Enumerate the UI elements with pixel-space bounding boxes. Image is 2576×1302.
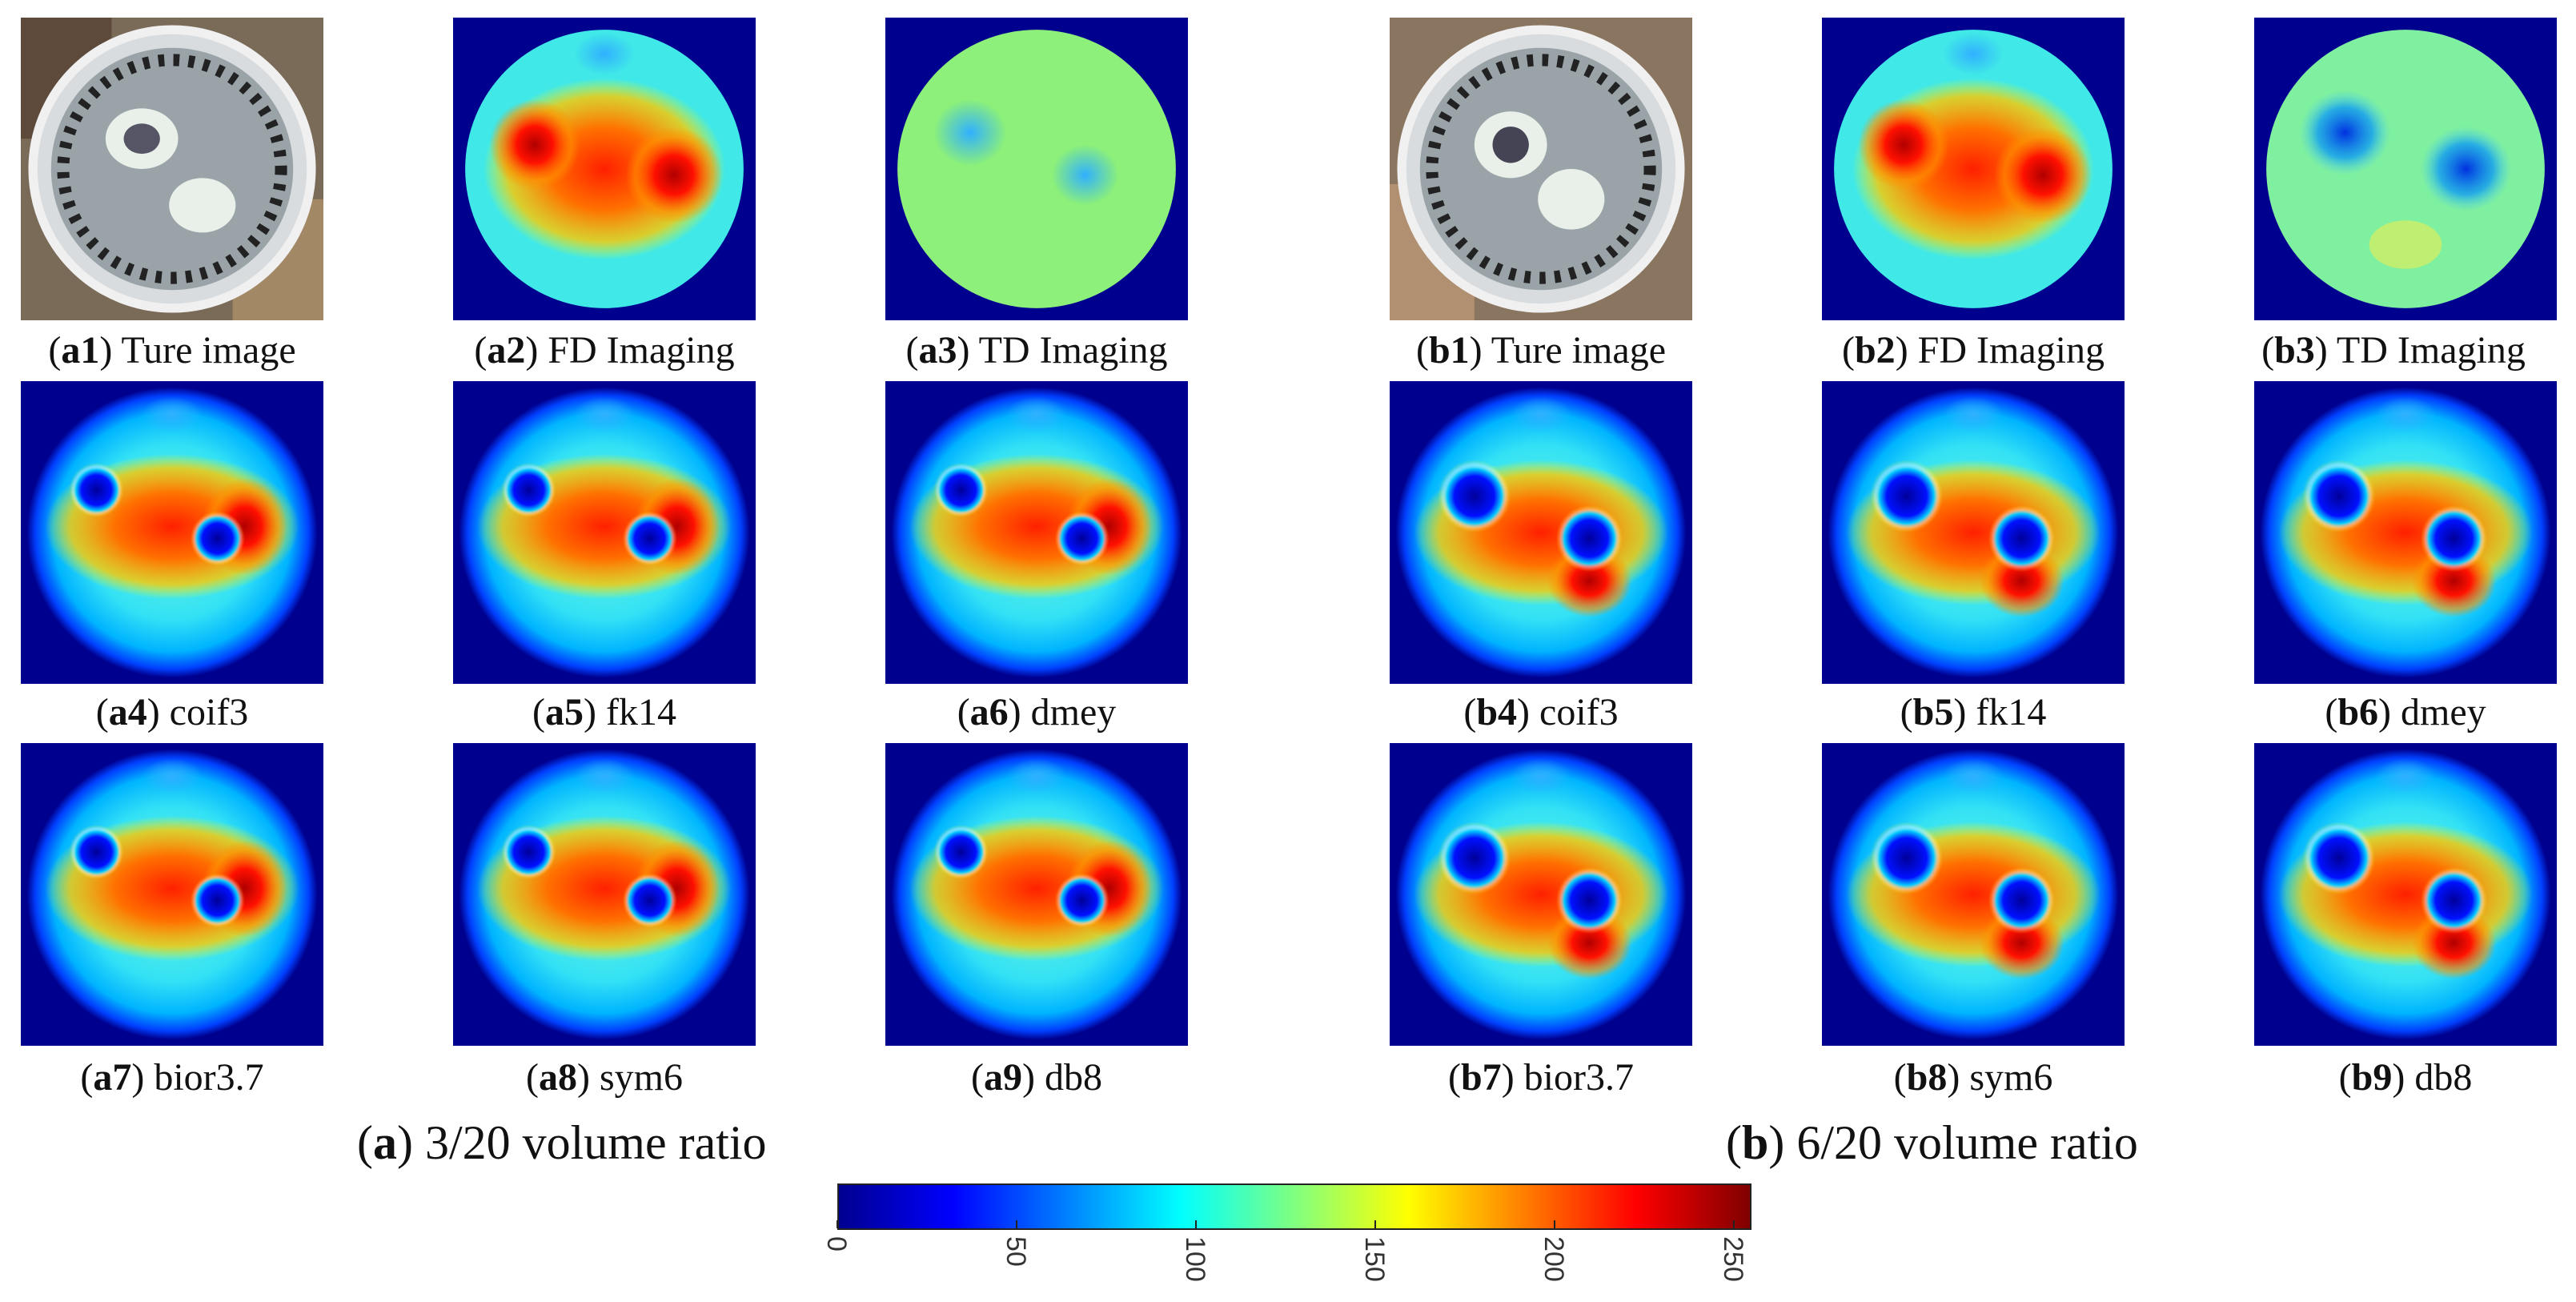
- wavelet-reconstruction-map: [1822, 381, 2125, 684]
- td-imaging-map: [885, 18, 1188, 320]
- panel-b4-coif3: [1390, 381, 1692, 684]
- caption-b9: (b9) db8: [2338, 1056, 2473, 1099]
- panel-b3-td-imaging: [2254, 18, 2557, 320]
- caption-a9: (a9) db8: [971, 1056, 1102, 1099]
- wavelet-reconstruction-map: [21, 381, 323, 684]
- caption-b3: (b3) TD Imaging: [2261, 329, 2526, 372]
- panel-a8-sym6: [453, 743, 756, 1046]
- panel-b9-db8: [2254, 743, 2557, 1046]
- panel-b5-fk14: [1822, 381, 2125, 684]
- wavelet-reconstruction-map: [453, 381, 756, 684]
- fd-imaging-map: [453, 18, 756, 320]
- colorbar-tick: [1194, 1220, 1197, 1228]
- colorbar: [837, 1183, 1751, 1230]
- true-image-photo: [1390, 18, 1692, 320]
- wavelet-reconstruction-map: [2254, 381, 2557, 684]
- colorbar-tick: [1374, 1220, 1376, 1228]
- panel-a5-fk14: [453, 381, 756, 684]
- caption-b1: (b1) Ture image: [1415, 329, 1666, 372]
- wavelet-reconstruction-map: [21, 743, 323, 1046]
- caption-a8: (a8) sym6: [526, 1056, 683, 1099]
- caption-a6: (a6) dmey: [957, 691, 1117, 733]
- caption-a7: (a7) bior3.7: [80, 1056, 264, 1099]
- panel-b8-sym6: [1822, 743, 2125, 1046]
- caption-a2: (a2) FD Imaging: [474, 329, 735, 372]
- caption-b7: (b7) bior3.7: [1448, 1056, 1634, 1099]
- td-imaging-map: [2254, 18, 2557, 320]
- colorbar-tick: [1732, 1220, 1735, 1228]
- colorbar-tick: [837, 1220, 838, 1228]
- caption-a1: (a1) Ture image: [48, 329, 296, 372]
- panel-b6-dmey: [2254, 381, 2557, 684]
- wavelet-reconstruction-map: [453, 743, 756, 1046]
- caption-a4: (a4) coif3: [95, 691, 249, 733]
- panel-a6-dmey: [885, 381, 1188, 684]
- colorbar-tick-label: 0: [821, 1236, 852, 1252]
- colorbar-tick-label: 50: [1000, 1236, 1031, 1267]
- panel-a1-true-image: [21, 18, 323, 320]
- colorbar-tick-label: 250: [1717, 1236, 1748, 1282]
- wavelet-reconstruction-map: [1390, 381, 1692, 684]
- caption-a5: (a5) fk14: [532, 691, 676, 733]
- panel-a2-fd-imaging: [453, 18, 756, 320]
- panel-a9-db8: [885, 743, 1188, 1046]
- panel-a4-coif3: [21, 381, 323, 684]
- group-caption-b: (b) 6/20 volume ratio: [1726, 1116, 2138, 1169]
- colorbar-tick-label: 100: [1179, 1236, 1210, 1282]
- wavelet-reconstruction-map: [1390, 743, 1692, 1046]
- fd-imaging-map: [1822, 18, 2125, 320]
- group-caption-a: (a) 3/20 volume ratio: [357, 1116, 767, 1169]
- caption-a3: (a3) TD Imaging: [905, 329, 1168, 372]
- panel-a7-bior37: [21, 743, 323, 1046]
- wavelet-reconstruction-map: [1822, 743, 2125, 1046]
- caption-b6: (b6) dmey: [2325, 691, 2486, 733]
- colorbar-tick: [1553, 1220, 1555, 1228]
- caption-b2: (b2) FD Imaging: [1842, 329, 2105, 372]
- wavelet-reconstruction-map: [2254, 743, 2557, 1046]
- colorbar-tick: [1015, 1220, 1017, 1228]
- panel-b1-true-image: [1390, 18, 1692, 320]
- caption-b5: (b5) fk14: [1900, 691, 2047, 733]
- panel-a3-td-imaging: [885, 18, 1188, 320]
- true-image-photo: [21, 18, 323, 320]
- caption-b4: (b4) coif3: [1463, 691, 1619, 733]
- wavelet-reconstruction-map: [885, 381, 1188, 684]
- colorbar-tick-label: 150: [1358, 1236, 1390, 1282]
- panel-b2-fd-imaging: [1822, 18, 2125, 320]
- caption-b8: (b8) sym6: [1893, 1056, 2053, 1099]
- wavelet-reconstruction-map: [885, 743, 1188, 1046]
- colorbar-tick-label: 200: [1538, 1236, 1569, 1282]
- panel-b7-bior37: [1390, 743, 1692, 1046]
